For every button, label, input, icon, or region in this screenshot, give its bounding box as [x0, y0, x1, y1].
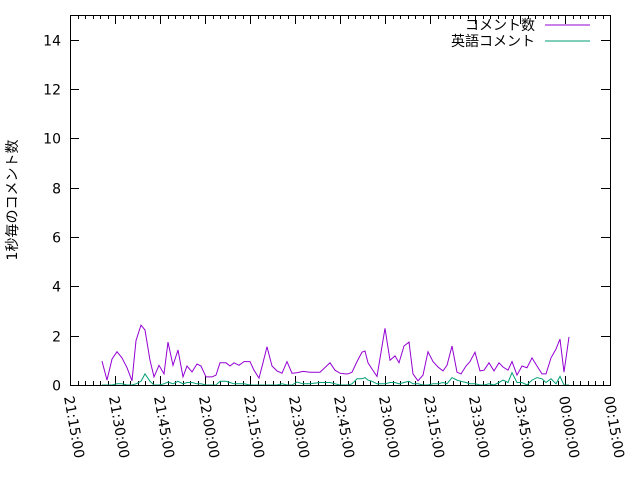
y-tick-label: 0	[52, 379, 61, 395]
axes: 0 2 4 6 8 10 12 14 21:15:00 21:30:00 21:45:00 22:00…	[43, 15, 627, 460]
y-tick-label: 12	[43, 83, 61, 99]
x-tick-label: 23:45:00	[510, 395, 537, 460]
y-tick-label: 10	[43, 132, 61, 148]
x-tick-label: 23:00:00	[375, 395, 402, 460]
x-tick-label: 22:00:00	[195, 395, 222, 460]
x-tick-label: 21:30:00	[105, 395, 132, 460]
x-tick-label: 22:30:00	[285, 395, 312, 460]
x-tick-label: 22:15:00	[240, 395, 267, 460]
x-tick-label: 21:45:00	[150, 395, 177, 460]
y-tick-label: 6	[52, 231, 61, 247]
legend-label-0: コメント数	[465, 18, 535, 34]
x-tick-label: 00:15:00	[600, 395, 627, 460]
x-tick-label: 22:45:00	[330, 395, 357, 460]
y-tick-label: 8	[52, 182, 61, 198]
plot-border	[70, 15, 611, 386]
y-tick-label: 14	[43, 34, 61, 50]
x-tick-label: 23:30:00	[465, 395, 492, 460]
x-tick-label: 00:00:00	[555, 395, 582, 460]
legend-label-1: 英語コメント	[451, 33, 535, 50]
y-tick-label: 2	[52, 330, 61, 346]
series-group	[101, 324, 570, 386]
y-tick-label: 4	[52, 280, 61, 296]
x-tick-label: 21:15:00	[60, 395, 87, 460]
x-tick-label: 23:15:00	[420, 395, 447, 460]
series-line-0	[101, 324, 570, 382]
y-axis-label: 1秒毎のコメント数	[5, 140, 21, 261]
